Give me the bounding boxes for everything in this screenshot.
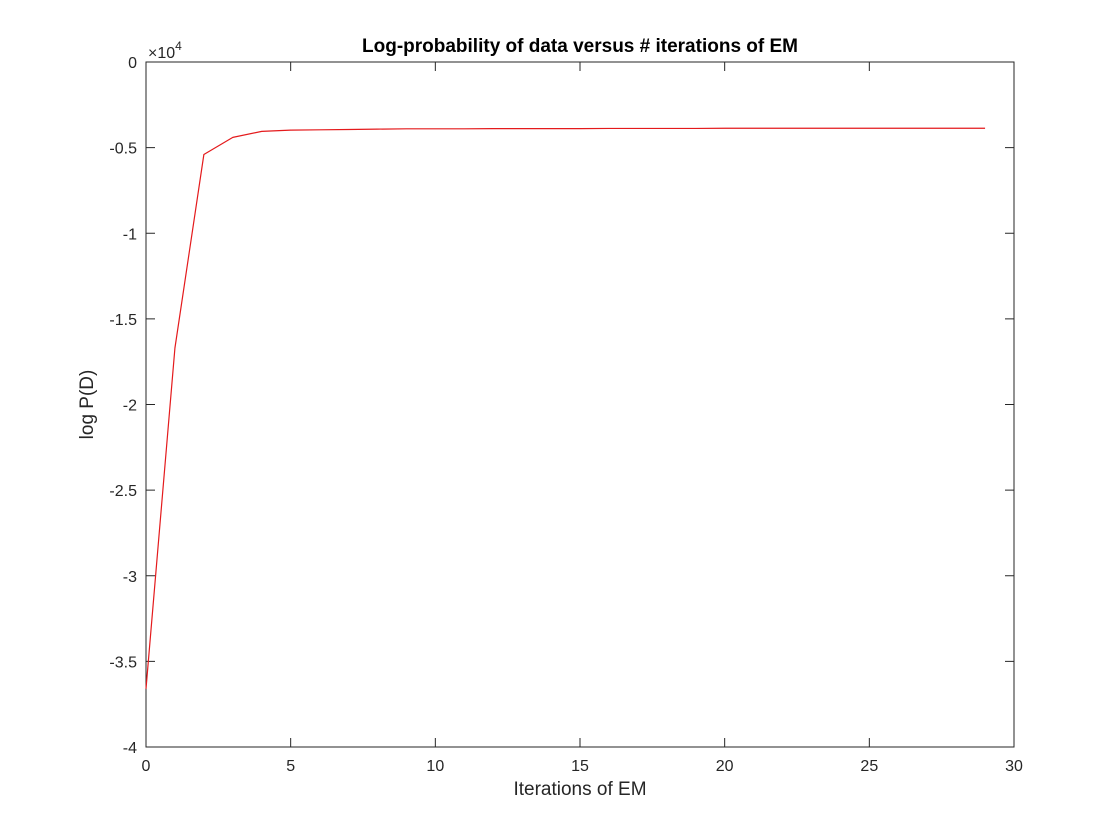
x-axis-label: Iterations of EM [513,779,646,800]
y-axis-exponent: ×104 [148,39,182,62]
series-layer [145,127,986,689]
x-tick-label: 0 [142,758,151,775]
y-tick-label: -3.5 [109,654,137,671]
y-axis-exponent-power: 4 [175,39,182,53]
x-axis-ticks: 0 5 10 15 20 25 30 [142,62,1023,775]
x-tick-label: 25 [860,758,878,775]
plot-area: 0 5 10 15 20 25 30 0 -0.5 -1 -1.5 -2 -2.5 -3 -3.5 -4 [109,55,1023,775]
y-tick-label: -2.5 [109,483,137,500]
x-tick-label: 10 [426,758,444,775]
y-tick-label: -2 [123,398,137,415]
series-line [145,127,986,689]
y-axis-ticks: 0 -0.5 -1 -1.5 -2 -2.5 -3 -3.5 -4 [109,55,1014,757]
y-tick-label: -1.5 [109,312,137,329]
x-tick-label: 5 [286,758,295,775]
axes-box [145,61,1015,748]
y-axis-exponent-base: ×10 [148,45,175,62]
x-tick-label: 15 [571,758,589,775]
y-tick-label: 0 [128,55,137,72]
y-tick-label: -3 [123,569,137,586]
y-tick-label: -4 [123,740,137,757]
x-tick-label: 30 [1005,758,1023,775]
y-axis-label: log P(D) [77,370,98,440]
y-tick-label: -0.5 [109,141,137,158]
x-tick-label: 20 [716,758,734,775]
y-tick-label: -1 [123,226,137,243]
chart-title: Log-probability of data versus # iterati… [362,36,798,57]
